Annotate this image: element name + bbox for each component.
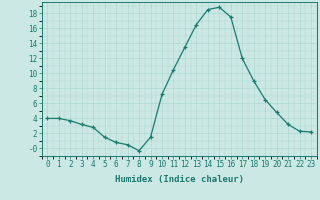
X-axis label: Humidex (Indice chaleur): Humidex (Indice chaleur) <box>115 175 244 184</box>
